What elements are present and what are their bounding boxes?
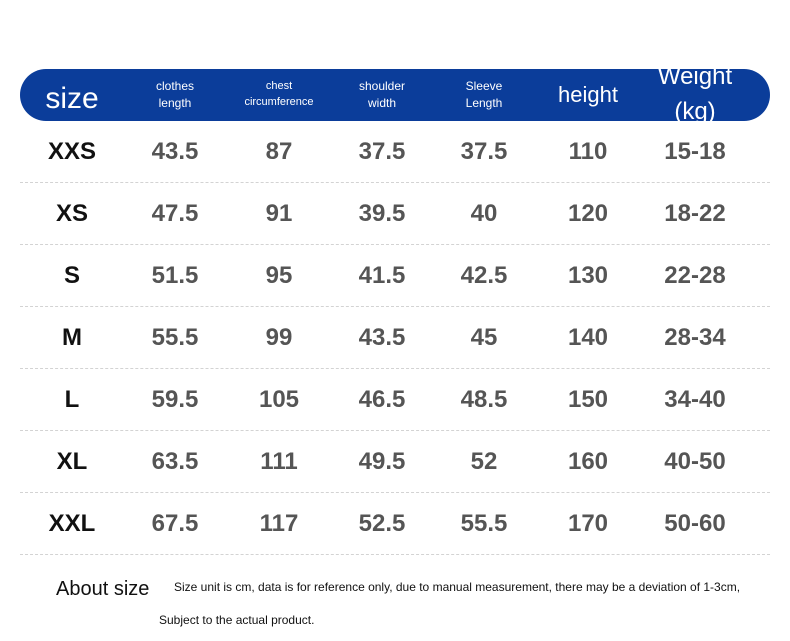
about-size-note-line2: Subject to the actual product. xyxy=(159,613,315,627)
sleeve-cell: 55.5 xyxy=(460,510,508,537)
chest-cell: 95 xyxy=(265,262,293,289)
header-clothes-length-line2: length xyxy=(158,96,192,110)
sleeve-cell: 52 xyxy=(470,448,498,475)
header-sleeve-line2: Length xyxy=(465,96,503,110)
shoulder-cell: 41.5 xyxy=(358,262,406,289)
height-cell: 120 xyxy=(567,200,609,227)
weight-cell: 34-40 xyxy=(664,386,726,413)
chest-cell: 91 xyxy=(265,200,293,227)
clothes-length-cell: 63.5 xyxy=(151,448,199,475)
header-chest-line1: chest xyxy=(265,80,293,93)
size-cell: XL xyxy=(56,448,88,475)
shoulder-cell: 49.5 xyxy=(358,448,406,475)
table-row: XXS 43.5 87 37.5 37.5 110 15-18 xyxy=(20,121,770,183)
sleeve-cell: 42.5 xyxy=(460,262,508,289)
shoulder-cell: 43.5 xyxy=(358,324,406,351)
size-table-header: size clothes length chest circumference … xyxy=(20,63,770,125)
size-cell: S xyxy=(63,262,80,289)
height-cell: 130 xyxy=(567,262,609,289)
clothes-length-cell: 47.5 xyxy=(151,200,199,227)
header-shoulder-width: shoulder width xyxy=(332,69,432,121)
clothes-length-cell: 43.5 xyxy=(151,138,199,165)
clothes-length-cell: 59.5 xyxy=(151,386,199,413)
sleeve-cell: 48.5 xyxy=(460,386,508,413)
header-size: size xyxy=(20,69,124,121)
table-row: XXL 67.5 117 52.5 55.5 170 50-60 xyxy=(20,493,770,555)
about-size-title: About size xyxy=(56,578,150,600)
header-weight: Weight (kg) xyxy=(636,63,754,125)
height-cell: 170 xyxy=(567,510,609,537)
size-cell: XS xyxy=(55,200,88,227)
header-size-label: size xyxy=(45,82,99,116)
weight-cell: 40-50 xyxy=(664,448,726,475)
chest-cell: 87 xyxy=(265,138,293,165)
height-cell: 140 xyxy=(567,324,609,351)
weight-cell: 18-22 xyxy=(664,200,726,227)
weight-cell: 50-60 xyxy=(664,510,726,537)
chest-cell: 99 xyxy=(265,324,293,351)
height-cell: 150 xyxy=(567,386,609,413)
shoulder-cell: 37.5 xyxy=(358,138,406,165)
weight-cell: 28-34 xyxy=(664,324,726,351)
header-sleeve-length: Sleeve Length xyxy=(432,69,536,121)
clothes-length-cell: 67.5 xyxy=(151,510,199,537)
size-cell: XXL xyxy=(48,510,96,537)
table-row: M 55.5 99 43.5 45 140 28-34 xyxy=(20,307,770,369)
header-height-label: height xyxy=(558,82,618,108)
header-clothes-length: clothes length xyxy=(124,69,226,121)
header-chest-line2: circumference xyxy=(244,96,314,108)
header-shoulder-line2: width xyxy=(367,96,396,110)
height-cell: 110 xyxy=(568,138,608,165)
size-cell: M xyxy=(62,324,82,351)
weight-cell: 22-28 xyxy=(664,262,726,289)
header-sleeve-line1: Sleeve xyxy=(465,78,503,93)
sleeve-cell: 40 xyxy=(470,200,498,227)
header-chest-circumference: chest circumference xyxy=(226,69,332,121)
shoulder-cell: 39.5 xyxy=(358,200,406,227)
shoulder-cell: 52.5 xyxy=(358,510,406,537)
sleeve-cell: 45 xyxy=(470,324,498,351)
header-shoulder-line1: shoulder xyxy=(358,78,406,93)
clothes-length-cell: 51.5 xyxy=(151,262,199,289)
clothes-length-cell: 55.5 xyxy=(151,324,199,351)
header-height: height xyxy=(536,69,640,121)
table-row: L 59.5 105 46.5 48.5 150 34-40 xyxy=(20,369,770,431)
table-row: S 51.5 95 41.5 42.5 130 22-28 xyxy=(20,245,770,307)
chest-cell: 105 xyxy=(258,386,300,413)
header-clothes-length-line1: clothes xyxy=(155,78,195,93)
chest-cell: 111 xyxy=(260,448,298,475)
table-row: XS 47.5 91 39.5 40 120 18-22 xyxy=(20,183,770,245)
chest-cell: 117 xyxy=(259,510,299,537)
size-cell: XXS xyxy=(47,138,97,165)
weight-cell: 15-18 xyxy=(664,138,726,165)
size-table-body: XXS 43.5 87 37.5 37.5 110 15-18 XS 47.5 … xyxy=(20,121,770,555)
height-cell: 160 xyxy=(567,448,609,475)
table-row: XL 63.5 111 49.5 52 160 40-50 xyxy=(20,431,770,493)
sleeve-cell: 37.5 xyxy=(460,138,508,165)
size-cell: L xyxy=(64,386,80,413)
shoulder-cell: 46.5 xyxy=(358,386,406,413)
header-weight-label: Weight (kg) xyxy=(657,63,733,125)
about-size-note-line1: Size unit is cm, data is for reference o… xyxy=(174,580,741,594)
